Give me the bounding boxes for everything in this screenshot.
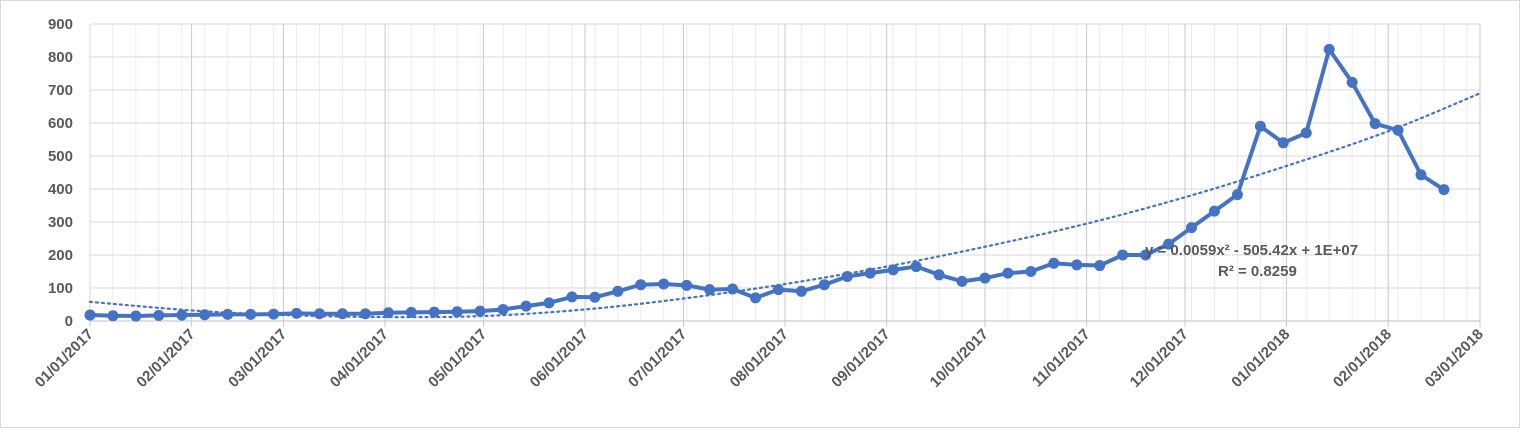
data-point — [956, 275, 968, 287]
data-point — [749, 292, 761, 304]
data-point — [1117, 249, 1129, 261]
series-markers — [84, 43, 1450, 322]
x-tick-label: 02/01/2018 — [1330, 326, 1395, 391]
x-tick-label: 03/01/2018 — [1422, 326, 1487, 391]
y-tick-label: 400 — [48, 181, 73, 198]
data-point — [1300, 127, 1312, 139]
x-tick-label: 04/01/2017 — [327, 326, 392, 391]
data-point — [268, 308, 280, 320]
data-point — [566, 291, 578, 303]
data-point — [910, 261, 922, 273]
x-tick-label: 07/01/2017 — [625, 326, 690, 391]
data-point — [153, 309, 165, 321]
data-point — [520, 300, 532, 312]
x-axis-tick-labels: 01/01/2017 02/01/2017 03/01/2017 04/01/2017… — [32, 326, 1487, 391]
x-tick-label: 03/01/2017 — [225, 326, 290, 391]
data-point — [681, 279, 693, 291]
data-point — [658, 278, 670, 290]
data-point — [1415, 169, 1427, 181]
data-point — [1140, 249, 1152, 261]
data-point — [543, 297, 555, 309]
data-point — [222, 308, 234, 320]
data-point — [864, 267, 876, 279]
data-point — [795, 285, 807, 297]
y-axis-tick-labels: 0 100 200 300 400 500 600 700 800 900 — [48, 16, 73, 330]
data-point — [1163, 238, 1175, 250]
data-point — [1369, 118, 1381, 130]
y-tick-label: 100 — [48, 280, 73, 297]
data-point — [176, 309, 188, 321]
x-tick-label: 11/01/2017 — [1029, 326, 1094, 391]
data-point — [336, 308, 348, 320]
data-point — [589, 291, 601, 303]
data-point — [313, 308, 325, 320]
data-point — [933, 269, 945, 281]
data-point — [451, 306, 463, 318]
data-point — [704, 284, 716, 296]
data-point — [1323, 43, 1335, 55]
data-point — [1392, 124, 1404, 136]
data-point — [1346, 76, 1358, 88]
data-point — [130, 310, 142, 322]
data-point — [979, 272, 991, 284]
data-point — [1186, 222, 1198, 234]
data-point — [727, 283, 739, 295]
y-tick-label: 700 — [48, 82, 73, 99]
data-point — [887, 264, 899, 276]
data-point — [245, 308, 257, 320]
data-point — [359, 308, 371, 320]
data-point — [1025, 266, 1037, 277]
x-tick-label: 06/01/2017 — [527, 326, 592, 391]
data-point — [405, 306, 417, 318]
data-point — [1208, 205, 1220, 217]
data-point — [1231, 189, 1243, 201]
data-point — [199, 309, 211, 321]
data-point — [382, 307, 394, 319]
x-tick-label: 01/01/2017 — [32, 326, 97, 391]
data-point — [1277, 137, 1289, 149]
x-tick-label: 09/01/2017 — [828, 326, 893, 391]
data-point — [1048, 257, 1060, 269]
y-tick-label: 800 — [48, 49, 73, 66]
data-point — [1094, 260, 1106, 272]
data-point — [84, 309, 96, 321]
data-point — [612, 285, 624, 297]
y-tick-label: 300 — [48, 214, 73, 231]
data-point — [1438, 184, 1450, 196]
y-tick-label: 0 — [65, 313, 73, 330]
data-point — [474, 305, 486, 317]
data-point — [1002, 267, 1014, 279]
data-point — [635, 279, 647, 291]
data-point — [1071, 259, 1083, 271]
x-tick-label: 08/01/2017 — [727, 326, 792, 391]
x-tick-label: 12/01/2017 — [1127, 326, 1192, 391]
x-tick-label: 01/01/2018 — [1228, 326, 1293, 391]
data-point — [1254, 120, 1266, 132]
y-tick-label: 600 — [48, 115, 73, 132]
y-tick-label: 900 — [48, 16, 73, 33]
major-gridlines — [89, 23, 1481, 327]
trendline-r-squared: R² = 0.8259 — [1218, 263, 1297, 280]
x-tick-label: 02/01/2017 — [133, 326, 198, 391]
data-point — [428, 306, 440, 318]
x-tick-label: 10/01/2017 — [927, 326, 992, 391]
trendline-equation: y = 0.0059x² - 505.42x + 1E+07 — [1145, 242, 1358, 259]
data-point — [818, 279, 830, 291]
data-point — [841, 270, 853, 282]
data-point — [497, 303, 509, 315]
data-point — [107, 310, 119, 322]
data-point — [772, 284, 784, 296]
data-point — [291, 307, 303, 319]
y-tick-label: 500 — [48, 148, 73, 165]
y-tick-label: 200 — [48, 247, 73, 264]
x-tick-label: 05/01/2017 — [425, 326, 490, 391]
